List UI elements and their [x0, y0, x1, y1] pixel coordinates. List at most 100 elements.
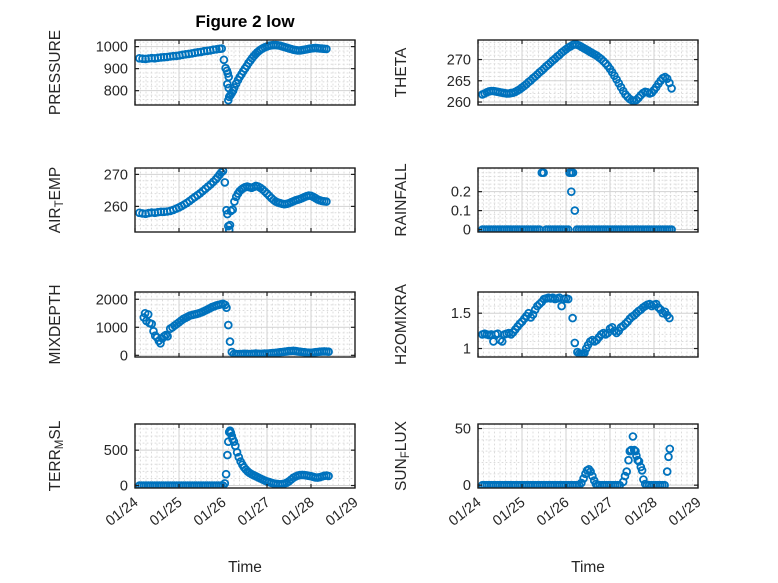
data-point: [225, 220, 235, 230]
data-point: [577, 478, 586, 488]
y-axis-label: PRESSURE: [47, 30, 64, 115]
series-theta: [478, 40, 676, 105]
data-point: [664, 452, 673, 462]
data-point: [524, 308, 533, 318]
data-point: [217, 44, 227, 53]
x-tick-label: 01/25: [147, 495, 185, 530]
data-point: [633, 455, 642, 465]
data-point: [258, 185, 267, 194]
data-point: [563, 225, 573, 232]
y-tick-label: 0.1: [451, 204, 471, 220]
data-point: [662, 74, 672, 83]
y-tick-label: 265: [447, 74, 471, 90]
x-tick-label: 01/28: [279, 495, 317, 530]
series-sun_flux: [478, 432, 675, 488]
subplot-pressure: 800 900 1000 PRESSURE: [47, 30, 356, 115]
data-point: [599, 56, 608, 66]
figure-title: Figure 2 low: [195, 12, 295, 31]
data-point: [628, 432, 638, 441]
y-tick-label: 1: [463, 342, 471, 358]
data-point: [654, 303, 663, 312]
data-point: [665, 313, 674, 323]
data-point: [221, 469, 231, 479]
data-point: [568, 168, 578, 178]
data-point: [515, 319, 525, 329]
y-tick-label: 0: [463, 223, 471, 239]
data-point: [156, 338, 165, 348]
data-point: [624, 455, 633, 465]
data-point: [570, 206, 580, 215]
x-tick-label: 01/24: [103, 495, 141, 530]
data-point: [222, 303, 231, 313]
data-point: [580, 348, 589, 357]
y-tick-label: 270: [104, 167, 128, 183]
data-point: [535, 299, 544, 309]
data-point: [218, 168, 228, 176]
series-h2omixra: [478, 293, 674, 357]
data-point: [143, 310, 153, 319]
data-point: [610, 326, 619, 336]
data-point: [568, 313, 577, 323]
data-point: [537, 66, 547, 75]
data-point: [225, 337, 235, 346]
axes-box: [477, 39, 699, 106]
data-point: [667, 84, 676, 93]
data-point: [632, 95, 641, 105]
data-point: [631, 446, 640, 456]
data-point: [232, 447, 242, 457]
data-point: [262, 189, 272, 198]
y-tick-label: 0: [120, 479, 128, 495]
data-point: [586, 467, 595, 476]
x-tick-label: 01/25: [490, 495, 528, 530]
y-tick-label: 500: [104, 443, 128, 459]
data-point: [322, 44, 331, 54]
y-axis-label: SUNFLUX: [393, 420, 412, 491]
y-axis-label: AIRTEMP: [47, 167, 66, 233]
data-point: [622, 467, 631, 476]
data-point: [228, 205, 238, 214]
data-point: [264, 191, 274, 201]
y-tick-label: 270: [447, 53, 471, 69]
x-tick-label: 01/27: [578, 495, 616, 530]
data-point: [229, 437, 239, 447]
series-rainfall: [478, 168, 676, 232]
data-point: [667, 225, 676, 232]
data-point: [662, 467, 672, 476]
series-terr_msl: [135, 426, 333, 488]
axes-box: [477, 167, 699, 233]
series-pressure: [135, 40, 331, 105]
x-tick-label: 01/24: [446, 495, 484, 530]
x-tick-label: 01/26: [534, 495, 572, 530]
axes-box: [134, 39, 356, 106]
data-point: [579, 474, 588, 483]
data-point: [544, 60, 553, 69]
x-tick-label: 01/29: [666, 495, 704, 530]
data-point: [322, 197, 331, 206]
x-tick-label: 01/26: [191, 495, 229, 530]
data-point: [563, 294, 573, 304]
data-point: [637, 466, 647, 475]
data-point: [223, 79, 232, 89]
y-tick-label: 1000: [96, 40, 128, 56]
y-tick-label: 260: [447, 95, 471, 111]
data-point: [596, 54, 606, 64]
subplot-terr-msl: 0 500 01/24 01/25 01/26 01/27 01/28 01/29 TERRMS…: [47, 420, 361, 529]
data-point: [574, 480, 584, 488]
axes-box: [477, 423, 699, 489]
data-point: [621, 319, 630, 329]
data-point: [216, 168, 226, 177]
y-tick-label: 1000: [96, 320, 128, 336]
data-point: [324, 347, 333, 357]
y-axis-label: TERRMSL: [47, 420, 66, 491]
y-axis-label: MIXDEPTH: [47, 284, 64, 364]
data-point: [665, 444, 675, 454]
axes-box: [134, 423, 356, 489]
data-point: [220, 178, 230, 187]
series-air_temp: [135, 168, 331, 232]
data-point: [566, 187, 576, 197]
data-point: [506, 330, 516, 339]
axes-box: [134, 167, 356, 233]
subplot-theta: 260 265 270 THETA: [393, 39, 699, 111]
data-point: [223, 450, 232, 460]
